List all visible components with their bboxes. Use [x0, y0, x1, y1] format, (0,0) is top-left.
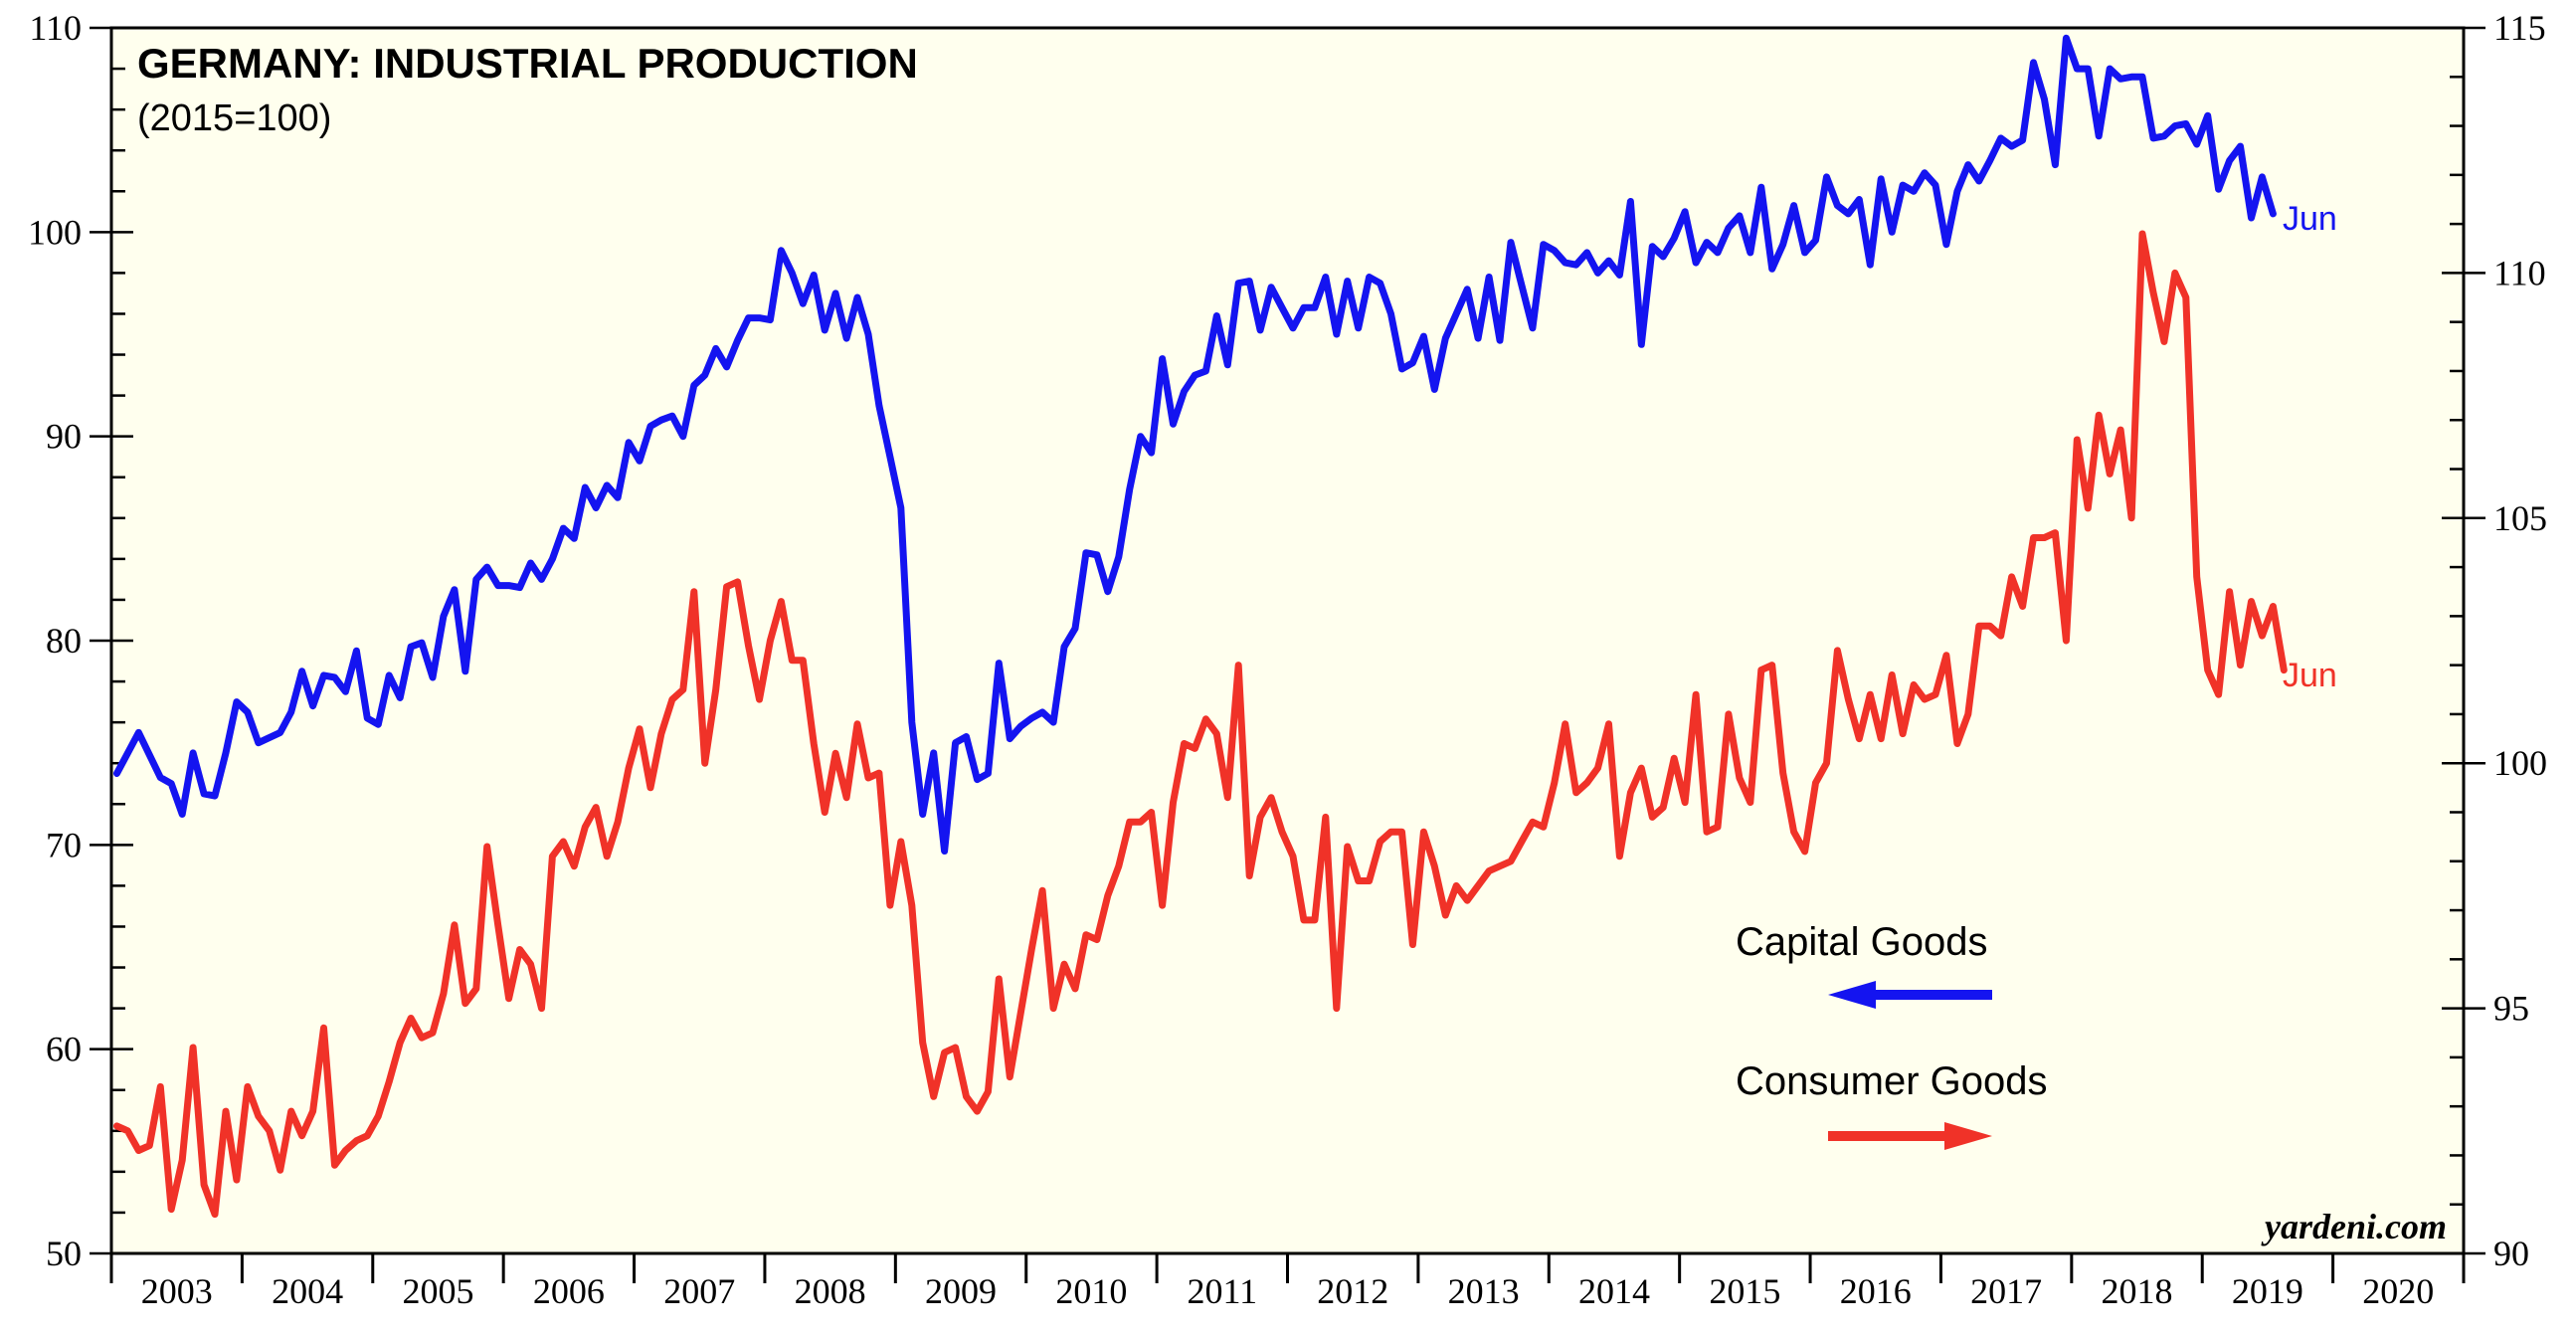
end-label-capital-goods: Jun: [2283, 200, 2337, 238]
legend-label-capital-goods: Capital Goods: [1736, 920, 1987, 964]
y-right-tick-label: 110: [2493, 253, 2546, 292]
plot-area: [109, 26, 2466, 1255]
x-tick-label: 2004: [272, 1271, 343, 1311]
x-tick-label: 2009: [925, 1271, 997, 1311]
x-tick-label: 2006: [533, 1271, 605, 1311]
legend-arrow-consumer-goods: [1828, 1122, 1992, 1150]
chart-subtitle: (2015=100): [137, 97, 331, 139]
series-line-capital-goods: [113, 34, 2277, 855]
y-left-tick-label: 50: [46, 1234, 82, 1273]
x-axis: 2003 2004 2005 2006 2007 2008 2009 2010 2011 2012…: [109, 1253, 2466, 1311]
x-tick-label: 2010: [1055, 1271, 1127, 1311]
legend-label-consumer-goods: Consumer Goods: [1736, 1059, 2047, 1103]
y-left-tick-label: 80: [46, 621, 82, 661]
x-tick-label: 2018: [2102, 1271, 2173, 1311]
end-label-consumer-goods: Jun: [2283, 657, 2337, 694]
y-right-tick-label: 95: [2493, 989, 2529, 1029]
y-right-tick-label: 115: [2493, 8, 2546, 48]
x-tick-label: 2003: [141, 1271, 213, 1311]
x-tick-label: 2014: [1578, 1271, 1650, 1311]
series-lines: [113, 34, 2288, 1219]
y-left-tick-label: 100: [28, 212, 82, 252]
x-tick-label: 2005: [402, 1271, 473, 1311]
y-axis-right: 90 95 100 105 110 115: [2442, 8, 2547, 1273]
series-line-consumer-goods: [113, 230, 2288, 1219]
x-tick-label: 2012: [1317, 1271, 1388, 1311]
y-left-tick-label: 90: [46, 417, 82, 457]
x-tick-label: 2015: [1709, 1271, 1780, 1311]
y-left-tick-label: 70: [46, 825, 82, 864]
x-tick-label: 2008: [795, 1271, 866, 1311]
legend-arrow-capital-goods: [1828, 981, 1992, 1009]
y-right-tick-label: 105: [2493, 498, 2547, 538]
x-tick-label: 2016: [1840, 1271, 1912, 1311]
x-tick-label: 2007: [663, 1271, 735, 1311]
x-tick-label: 2019: [2232, 1271, 2303, 1311]
y-right-tick-label: 100: [2493, 743, 2547, 783]
y-left-tick-label: 60: [46, 1030, 82, 1069]
x-tick-label: 2020: [2362, 1271, 2434, 1311]
y-left-tick-label: 110: [29, 8, 82, 48]
x-tick-label: 2013: [1448, 1271, 1520, 1311]
y-right-tick-label: 90: [2493, 1234, 2529, 1273]
chart-title: GERMANY: INDUSTRIAL PRODUCTION: [137, 40, 918, 87]
source-label: yardeni.com: [2261, 1207, 2447, 1246]
x-tick-label: 2017: [1970, 1271, 2042, 1311]
x-tick-label: 2011: [1187, 1271, 1257, 1311]
plot-frame: [109, 26, 2466, 1255]
